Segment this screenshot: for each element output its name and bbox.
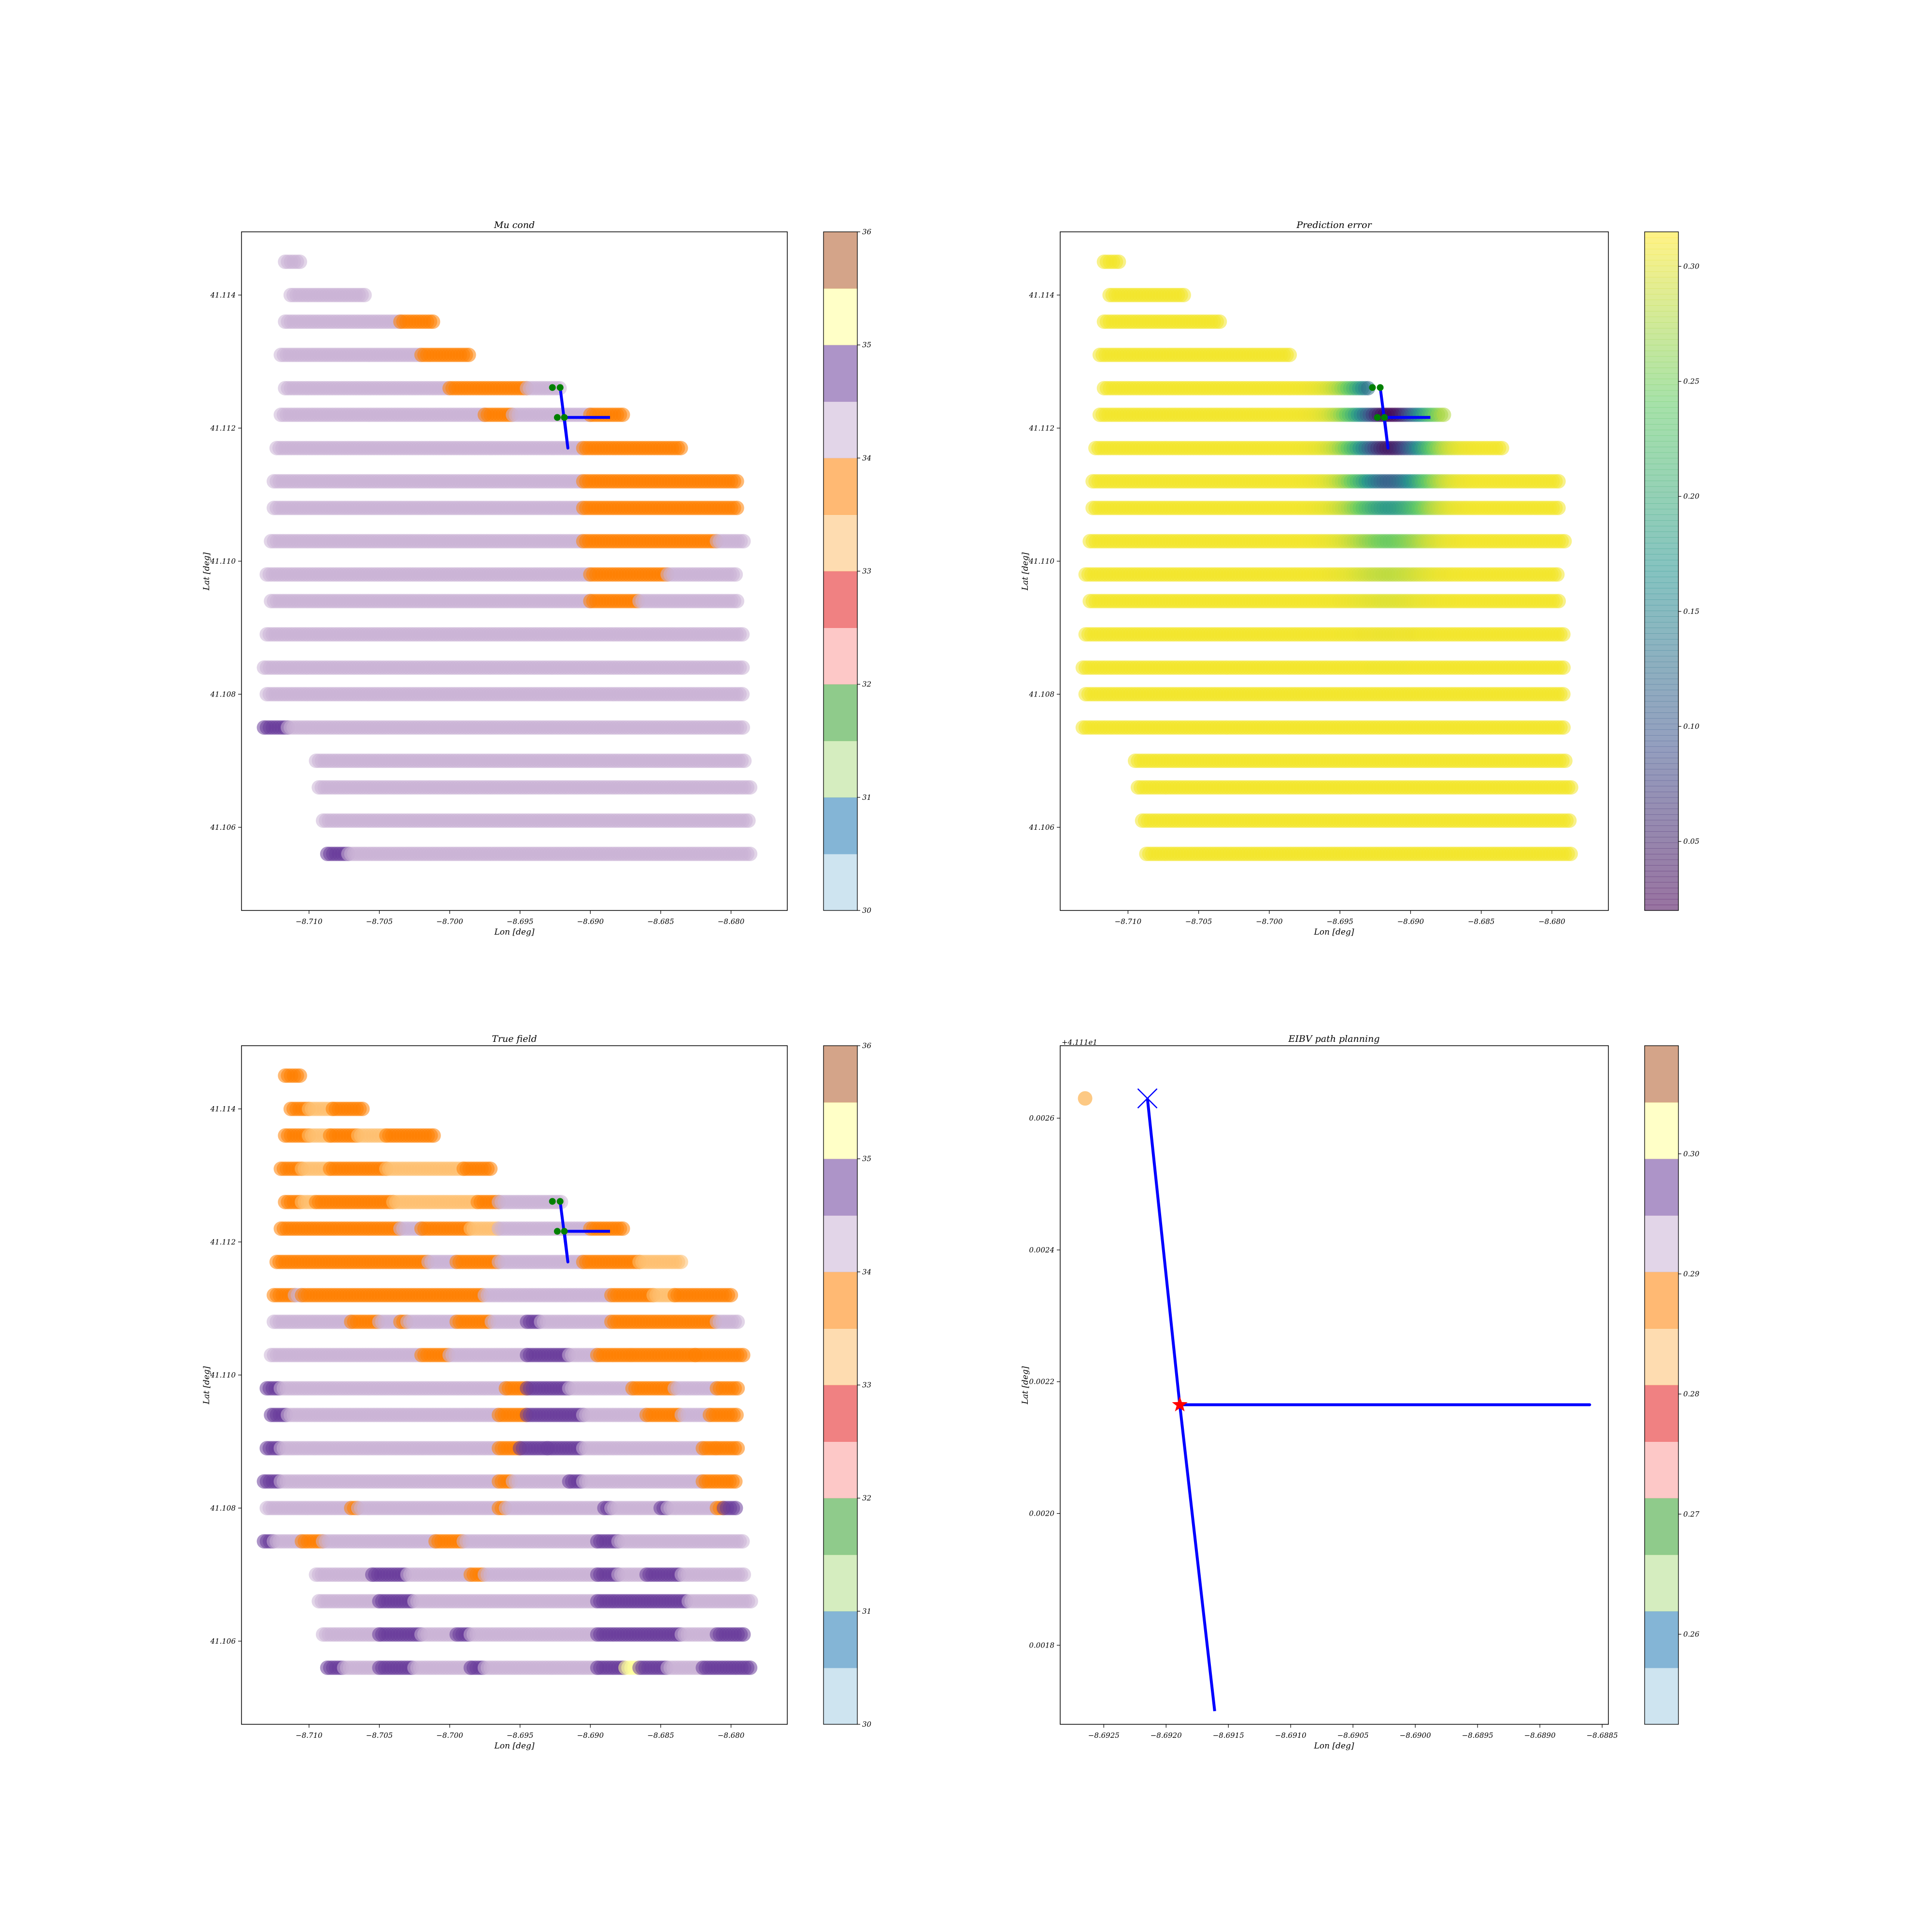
- colorbar-segment: [824, 401, 857, 458]
- data-point: [1556, 720, 1571, 735]
- data-point: [741, 813, 756, 828]
- data-point: [461, 347, 476, 362]
- data-point: [1557, 534, 1572, 549]
- y-tick-label: 41.106: [210, 823, 236, 832]
- data-point: [1494, 440, 1509, 455]
- data-point: [1550, 567, 1565, 582]
- colorbar-tick-label: 35: [862, 341, 871, 349]
- data-point: [743, 846, 758, 861]
- y-tick-label: 41.114: [210, 291, 236, 299]
- data-point: [1436, 407, 1451, 422]
- x-tick-label: −8.680: [718, 917, 745, 926]
- data-point: [743, 780, 758, 795]
- data-point: [1177, 287, 1191, 302]
- data-point: [1556, 660, 1571, 675]
- colorbar-tick-label: 31: [862, 793, 871, 802]
- data-point: [729, 474, 744, 489]
- colorbar-segment: [824, 684, 857, 741]
- colorbar-segment: [824, 797, 857, 854]
- data-point: [735, 660, 750, 675]
- waypoint-marker: [554, 414, 561, 421]
- panel-mu-cond: Mu cond −8.710 −8.705 −8.700 −8.695 −8.690 −8…: [202, 220, 872, 937]
- colorbar-tick-label: 34: [862, 454, 871, 462]
- data-point: [736, 720, 750, 735]
- y-tick-label: 41.112: [210, 424, 236, 432]
- colorbar-segment: [824, 232, 857, 289]
- data-point: [1556, 687, 1571, 702]
- x-tick-label: −8.695: [507, 917, 534, 926]
- data-point: [292, 255, 307, 269]
- data-point: [736, 534, 751, 549]
- waypoint-marker: [556, 384, 564, 391]
- colorbar-segment: [824, 571, 857, 628]
- x-axis: −8.710 −8.705 −8.700 −8.695 −8.690 −8.685 −8.6…: [296, 910, 745, 926]
- colorbar-segment: [824, 288, 857, 345]
- colorbar-tick-label: 30: [862, 906, 872, 915]
- data-point: [1551, 594, 1566, 609]
- panel-title: Mu cond: [494, 220, 535, 230]
- panel-prediction-error: Prediction error −8.710 −8.705 −8.700 −8.69…: [1021, 220, 1700, 937]
- x-tick-label: −8.700: [436, 917, 463, 926]
- data-points: [256, 255, 758, 861]
- data-point: [1556, 627, 1571, 642]
- data-point: [1558, 753, 1573, 768]
- data-point: [357, 287, 372, 302]
- axes-frame: [241, 231, 788, 911]
- waypoint-marker: [561, 414, 568, 421]
- data-point: [615, 407, 630, 422]
- data-point: [426, 314, 440, 329]
- colorbar-segment: [824, 627, 857, 685]
- data-point: [737, 753, 752, 768]
- colorbar-segment: [824, 740, 857, 798]
- waypoint-marker: [549, 384, 556, 391]
- x-tick-label: −8.690: [577, 917, 604, 926]
- data-point: [1282, 347, 1297, 362]
- x-tick-label: −8.685: [647, 917, 674, 926]
- data-point: [729, 500, 744, 515]
- data-point: [730, 594, 744, 609]
- colorbar: 30 31 32 33 34 35 36: [823, 227, 872, 915]
- data-point: [1111, 255, 1126, 269]
- colorbar-segment: [824, 853, 857, 911]
- y-tick-label: 41.110: [210, 557, 236, 566]
- data-point: [735, 687, 750, 702]
- x-axis-label: Lon [deg]: [494, 927, 535, 937]
- colorbar-tick-label: 33: [862, 567, 871, 576]
- data-point: [728, 567, 743, 582]
- panel-title: Prediction error: [1296, 220, 1372, 230]
- data-point: [673, 440, 688, 455]
- x-tick-label: −8.710: [296, 917, 323, 926]
- data-points: [1075, 255, 1578, 861]
- y-axis: 41.114 41.112 41.110 41.108 41.106: [210, 291, 242, 832]
- data-point: [735, 627, 750, 642]
- x-tick-label: −8.705: [366, 917, 393, 926]
- colorbar-tick-label: 36: [862, 227, 872, 236]
- y-tick-label: 41.108: [210, 690, 236, 698]
- data-point: [1551, 474, 1566, 489]
- colorbar-tick-label: 32: [862, 680, 871, 689]
- data-point: [1563, 780, 1578, 795]
- y-axis-label: Lat [deg]: [202, 552, 212, 591]
- data-point: [1562, 813, 1577, 828]
- colorbar-segment: [824, 514, 857, 571]
- colorbar-segment: [824, 458, 857, 515]
- data-point: [1212, 314, 1227, 329]
- data-point: [1551, 500, 1566, 515]
- path-overlay: [549, 384, 610, 450]
- colorbar-segment: [824, 345, 857, 402]
